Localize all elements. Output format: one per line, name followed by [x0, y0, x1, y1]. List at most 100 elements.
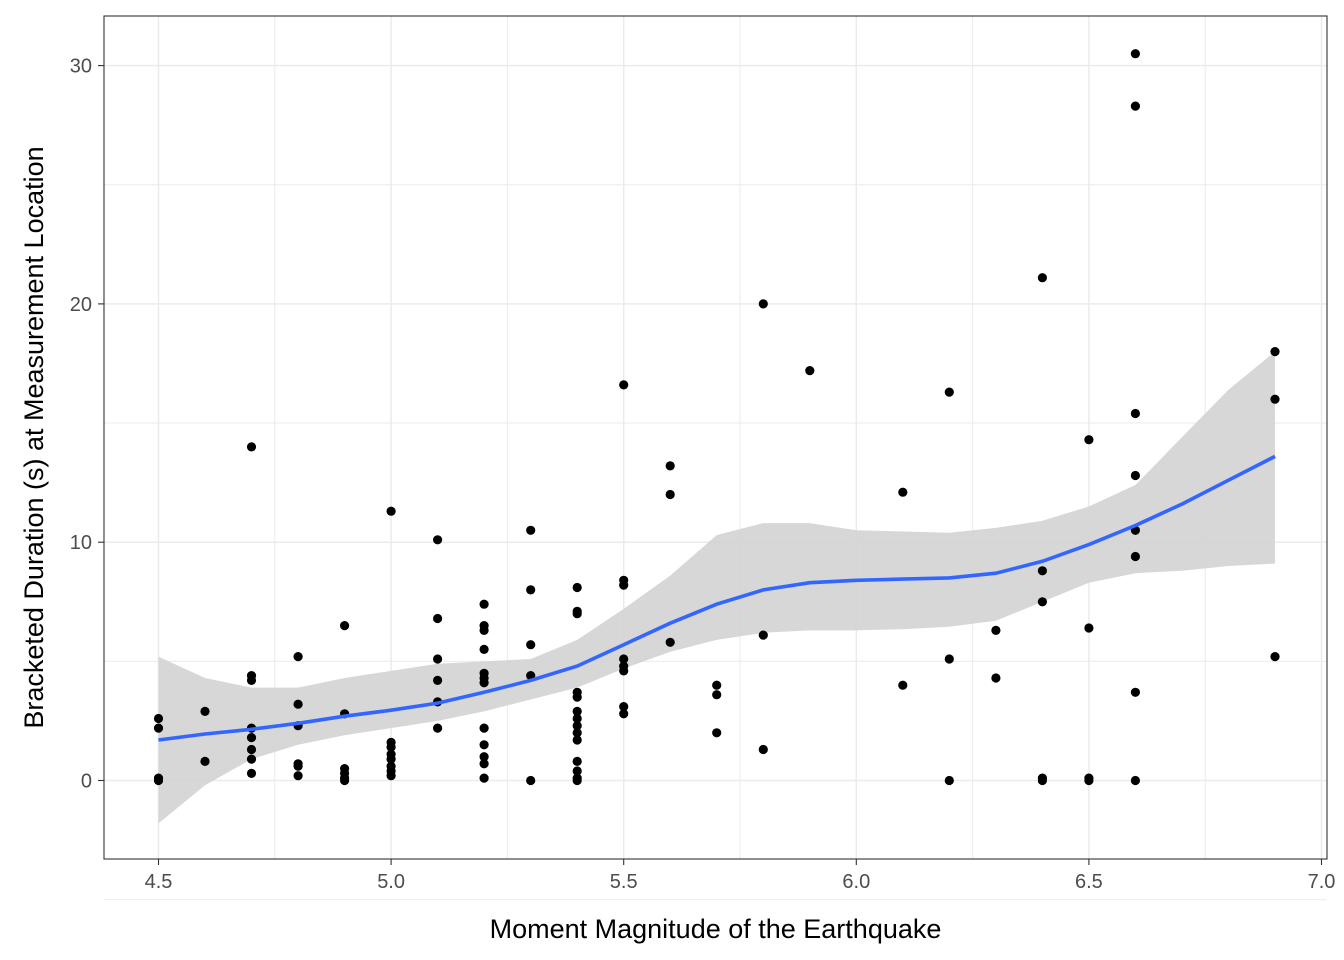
- data-point: [386, 754, 396, 764]
- data-point: [619, 709, 629, 719]
- data-point: [246, 744, 257, 755]
- data-point: [758, 744, 768, 755]
- data-point: [1130, 775, 1140, 786]
- data-point: [991, 673, 1001, 683]
- data-point: [991, 625, 1001, 636]
- data-point: [526, 640, 536, 650]
- data-point: [1270, 394, 1280, 404]
- data-point: [665, 637, 675, 647]
- data-point: [153, 775, 164, 786]
- data-point: [293, 652, 303, 662]
- x-axis: 4.5 5.0 5.5 6.0 6.5 7.0: [145, 859, 1336, 893]
- data-point: [386, 742, 396, 752]
- x-tick-label: 4.5: [145, 871, 173, 893]
- y-tick-label: 30: [70, 56, 92, 78]
- data-point: [479, 740, 489, 750]
- data-point: [712, 690, 722, 700]
- data-point: [1130, 470, 1140, 481]
- data-point: [526, 525, 536, 535]
- data-point: [898, 487, 908, 497]
- data-point: [1037, 273, 1047, 283]
- data-point: [619, 666, 629, 676]
- data-point: [1037, 597, 1047, 607]
- y-tick-label: 0: [81, 771, 92, 793]
- data-point: [619, 580, 629, 590]
- smooth-trend-line: [158, 454, 1276, 742]
- data-point: [758, 299, 768, 309]
- data-point: [572, 766, 582, 776]
- data-point: [479, 644, 489, 655]
- data-point: [293, 699, 303, 709]
- data-point: [805, 366, 815, 376]
- data-point: [619, 654, 629, 664]
- data-point: [433, 723, 443, 733]
- data-point: [1130, 687, 1140, 697]
- data-point: [246, 675, 257, 686]
- data-point: [1270, 652, 1280, 662]
- data-point: [526, 585, 536, 595]
- data-point: [479, 723, 489, 733]
- data-point: [246, 768, 257, 779]
- x-tick-label: 6.0: [842, 871, 870, 893]
- x-axis-title: Moment Magnitude of the Earthquake: [490, 914, 942, 944]
- data-point: [619, 702, 629, 712]
- data-points: [153, 49, 1280, 786]
- data-point: [153, 713, 164, 724]
- data-point: [944, 654, 954, 664]
- data-point: [1084, 775, 1094, 786]
- x-tick-label: 7.0: [1308, 871, 1336, 893]
- data-point: [1130, 551, 1140, 562]
- data-point: [572, 692, 582, 702]
- data-point: [619, 380, 629, 390]
- data-point: [479, 759, 489, 769]
- data-point: [153, 723, 164, 733]
- data-point: [898, 680, 908, 690]
- data-point: [572, 582, 582, 593]
- data-point: [1084, 623, 1094, 633]
- data-point: [246, 442, 257, 452]
- y-axis: 0 10 20 30: [70, 56, 104, 793]
- data-point: [200, 706, 210, 717]
- data-point: [1037, 566, 1047, 576]
- plot-panel-border: [103, 15, 1328, 860]
- data-point: [712, 728, 722, 738]
- data-point: [1130, 408, 1140, 419]
- data-point: [479, 625, 489, 636]
- data-point: [572, 713, 582, 724]
- data-point: [1084, 435, 1094, 445]
- data-point: [433, 675, 443, 686]
- data-point: [1130, 101, 1140, 111]
- data-point: [572, 706, 582, 717]
- data-point: [200, 756, 210, 767]
- data-point: [712, 680, 722, 690]
- data-point: [386, 771, 396, 781]
- data-point: [433, 654, 443, 664]
- data-point: [479, 773, 489, 783]
- x-tick-label: 6.5: [1075, 871, 1103, 893]
- data-point: [944, 387, 954, 397]
- data-point: [572, 756, 582, 767]
- data-point: [665, 461, 675, 471]
- data-point: [526, 775, 536, 786]
- y-tick-label: 10: [70, 532, 92, 554]
- data-point: [572, 775, 582, 786]
- data-point: [1037, 775, 1047, 786]
- data-point: [246, 754, 257, 764]
- data-point: [758, 630, 768, 640]
- data-point: [433, 613, 443, 624]
- data-point: [340, 621, 350, 631]
- data-point: [479, 752, 489, 762]
- x-tick-label: 5.0: [377, 871, 405, 893]
- data-point: [340, 775, 350, 786]
- data-point: [293, 761, 303, 771]
- data-point: [1130, 49, 1140, 59]
- data-point: [1270, 347, 1280, 357]
- y-axis-title: Bracketed Duration (s) at Measurement Lo…: [19, 146, 49, 728]
- data-point: [572, 721, 582, 731]
- data-point: [665, 489, 675, 500]
- data-point: [246, 733, 257, 743]
- data-point: [572, 728, 582, 738]
- data-point: [479, 599, 489, 609]
- data-point: [433, 535, 443, 545]
- x-tick-label: 5.5: [610, 871, 638, 893]
